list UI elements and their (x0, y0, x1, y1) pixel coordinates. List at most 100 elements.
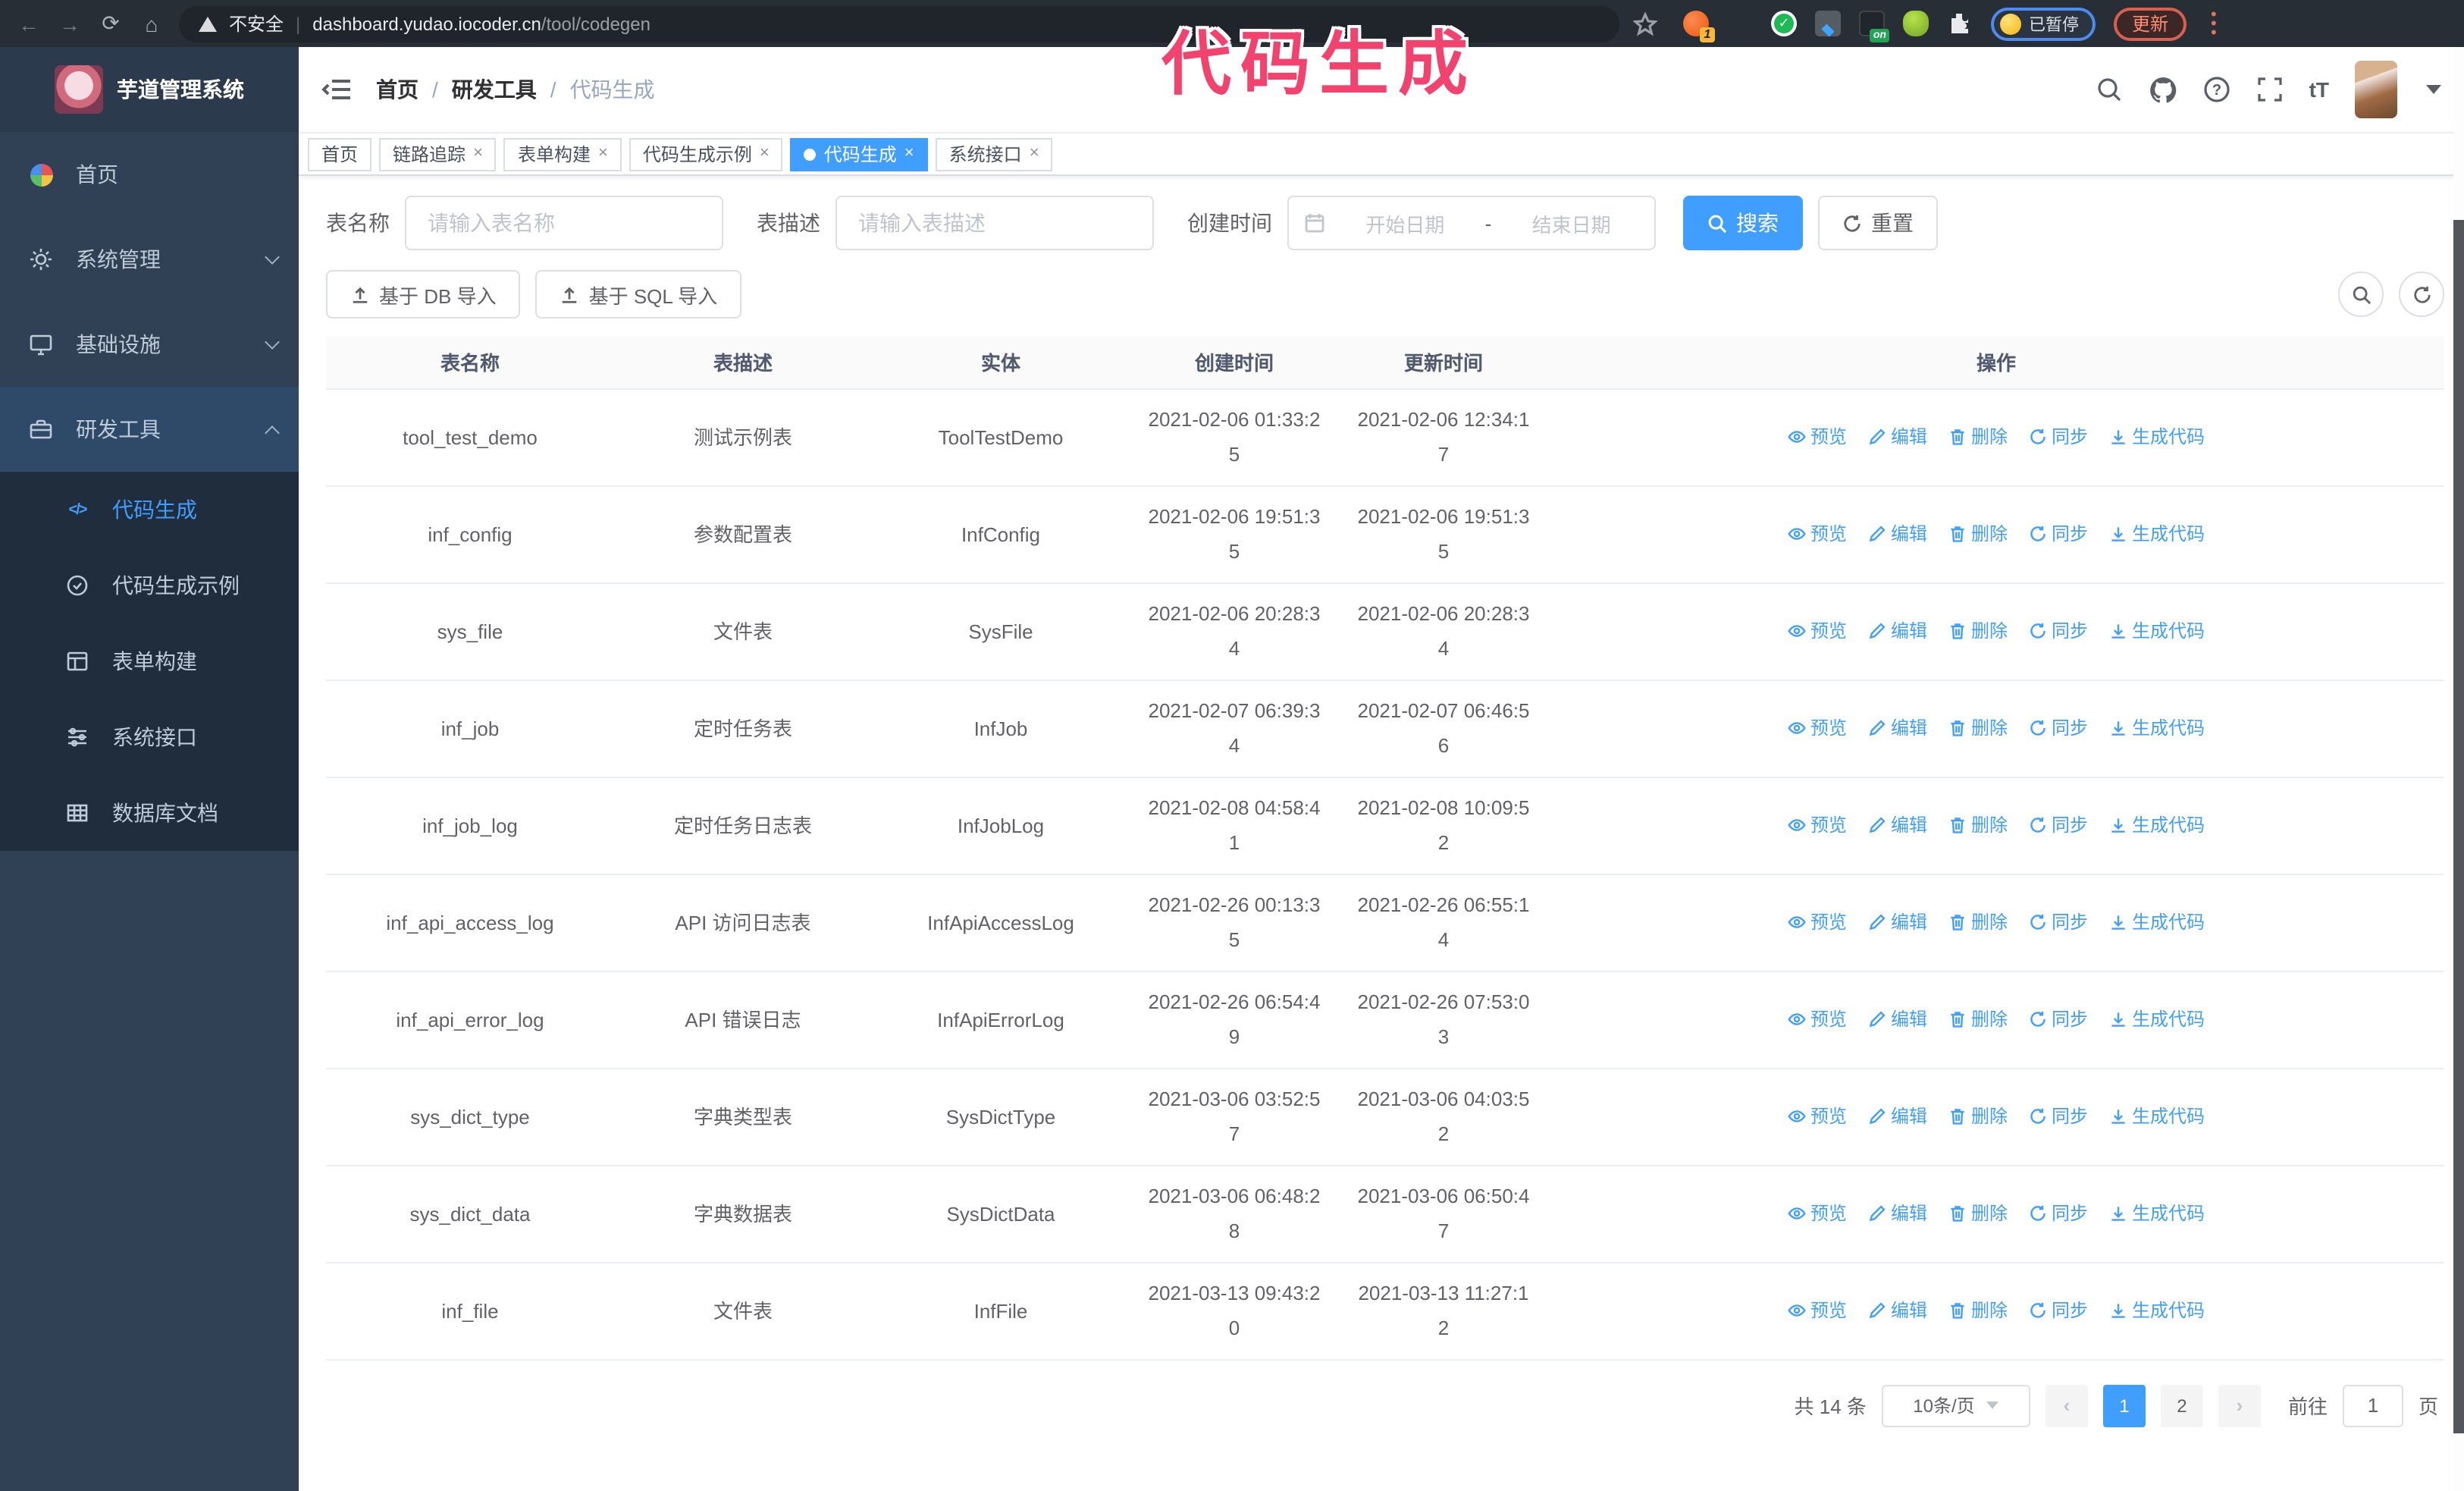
sync-link[interactable]: 同步 (2029, 808, 2088, 843)
preview-link[interactable]: 预览 (1788, 1293, 1847, 1328)
generate-code-link[interactable]: 生成代码 (2109, 1293, 2205, 1328)
preview-link[interactable]: 预览 (1788, 1196, 1847, 1231)
tab-form-builder[interactable]: 表单构建 × (503, 137, 622, 171)
delete-link[interactable]: 删除 (1948, 1099, 2008, 1134)
delete-link[interactable]: 删除 (1948, 808, 2008, 843)
forward-icon[interactable]: → (59, 11, 80, 36)
sidebar-item-code-generation[interactable]: </> 代码生成 (0, 472, 299, 548)
page-button-2[interactable]: 2 (2160, 1384, 2203, 1427)
delete-link[interactable]: 删除 (1948, 905, 2008, 940)
delete-link[interactable]: 删除 (1948, 1293, 2008, 1328)
sidebar-item-home[interactable]: 首页 (0, 132, 299, 217)
avatar[interactable] (2355, 61, 2397, 118)
sidebar-item-code-generation-example[interactable]: 代码生成示例 (0, 548, 299, 623)
sync-link[interactable]: 同步 (2029, 711, 2088, 746)
profile-paused-chip[interactable]: 已暂停 (1991, 7, 2096, 40)
generate-code-link[interactable]: 生成代码 (2109, 419, 2205, 454)
generate-code-link[interactable]: 生成代码 (2109, 905, 2205, 940)
edit-link[interactable]: 编辑 (1868, 711, 1927, 746)
edit-link[interactable]: 编辑 (1868, 516, 1927, 551)
search-icon[interactable] (2096, 76, 2123, 103)
extension-dark-icon[interactable]: on (1859, 11, 1889, 42)
edit-link[interactable]: 编辑 (1868, 905, 1927, 940)
sidebar-item-database-doc[interactable]: 数据库文档 (0, 775, 299, 851)
close-icon[interactable]: × (473, 144, 483, 162)
sync-link[interactable]: 同步 (2029, 1002, 2088, 1037)
tab-codegen[interactable]: 代码生成 × (790, 137, 928, 171)
tab-codegen-example[interactable]: 代码生成示例 × (629, 137, 783, 171)
refresh-table-button[interactable] (2399, 272, 2444, 317)
sidebar-item-system-management[interactable]: 系统管理 (0, 217, 299, 302)
page-button-1[interactable]: 1 (2102, 1384, 2146, 1427)
prev-page-button[interactable]: ‹ (2045, 1384, 2088, 1427)
edit-link[interactable]: 编辑 (1868, 1099, 1927, 1134)
end-date-placeholder[interactable]: 结束日期 (1531, 213, 1611, 236)
fullscreen-icon[interactable] (2256, 76, 2284, 103)
app-logo[interactable]: 芋道管理系统 (0, 47, 299, 132)
preview-link[interactable]: 预览 (1788, 808, 1847, 843)
delete-link[interactable]: 删除 (1948, 1002, 2008, 1037)
sidebar-item-infrastructure[interactable]: 基础设施 (0, 302, 299, 387)
sync-link[interactable]: 同步 (2029, 614, 2088, 648)
breadcrumb-dev-tools[interactable]: 研发工具 (451, 77, 537, 102)
breadcrumb-home[interactable]: 首页 (376, 77, 419, 102)
sync-link[interactable]: 同步 (2029, 516, 2088, 551)
tab-home[interactable]: 首页 (308, 137, 372, 171)
close-icon[interactable]: × (759, 144, 770, 162)
delete-link[interactable]: 删除 (1948, 516, 2008, 551)
preview-link[interactable]: 预览 (1788, 711, 1847, 746)
edit-link[interactable]: 编辑 (1868, 1002, 1927, 1037)
preview-link[interactable]: 预览 (1788, 905, 1847, 940)
table-desc-input[interactable] (835, 196, 1154, 250)
extension-android-icon[interactable] (1903, 11, 1929, 36)
extensions-puzzle-icon[interactable] (1947, 11, 1973, 36)
url-text[interactable]: dashboard.yudao.iocoder.cn/tool/codegen (312, 13, 650, 34)
back-icon[interactable]: ← (18, 11, 39, 36)
edit-link[interactable]: 编辑 (1868, 808, 1927, 843)
preview-link[interactable]: 预览 (1788, 419, 1847, 454)
sidebar-item-form-builder[interactable]: 表单构建 (0, 623, 299, 699)
delete-link[interactable]: 删除 (1948, 1196, 2008, 1231)
preview-link[interactable]: 预览 (1788, 1099, 1847, 1134)
generate-code-link[interactable]: 生成代码 (2109, 1099, 2205, 1134)
generate-code-link[interactable]: 生成代码 (2109, 711, 2205, 746)
preview-link[interactable]: 预览 (1788, 1002, 1847, 1037)
generate-code-link[interactable]: 生成代码 (2109, 1002, 2205, 1037)
sync-link[interactable]: 同步 (2029, 419, 2088, 454)
close-icon[interactable]: × (904, 144, 914, 162)
table-name-input[interactable] (405, 196, 723, 250)
extension-grid-icon[interactable] (1815, 11, 1841, 37)
generate-code-link[interactable]: 生成代码 (2109, 808, 2205, 843)
sync-link[interactable]: 同步 (2029, 1099, 2088, 1134)
extension-icon[interactable]: 1 (1683, 11, 1715, 42)
edit-link[interactable]: 编辑 (1868, 419, 1927, 454)
sidebar-item-dev-tools[interactable]: 研发工具 (0, 387, 299, 472)
user-menu-caret-icon[interactable] (2426, 85, 2441, 94)
page-size-select[interactable]: 10条/页 (1881, 1384, 2030, 1427)
scrollbar-thumb[interactable] (2453, 220, 2464, 1433)
github-icon[interactable] (2149, 76, 2177, 103)
sync-link[interactable]: 同步 (2029, 1196, 2088, 1231)
preview-link[interactable]: 预览 (1788, 516, 1847, 551)
sidebar-collapse-icon[interactable] (321, 77, 352, 102)
start-date-placeholder[interactable]: 开始日期 (1365, 213, 1445, 236)
close-icon[interactable]: × (1029, 144, 1039, 162)
tab-trace[interactable]: 链路追踪 × (379, 137, 497, 171)
edit-link[interactable]: 编辑 (1868, 614, 1927, 648)
close-icon[interactable]: × (597, 144, 608, 162)
delete-link[interactable]: 删除 (1948, 419, 2008, 454)
generate-code-link[interactable]: 生成代码 (2109, 516, 2205, 551)
generate-code-link[interactable]: 生成代码 (2109, 1196, 2205, 1231)
reload-icon[interactable]: ⟳ (102, 11, 120, 35)
font-size-icon[interactable]: tT (2309, 77, 2329, 102)
search-button[interactable]: 搜索 (1683, 196, 1803, 250)
import-sql-button[interactable]: 基于 SQL 导入 (535, 270, 742, 319)
import-db-button[interactable]: 基于 DB 导入 (326, 270, 521, 319)
security-label[interactable]: 不安全 (229, 14, 284, 35)
extension-check-icon[interactable]: ✓ (1771, 11, 1797, 36)
toggle-search-button[interactable] (2338, 272, 2384, 317)
edit-link[interactable]: 编辑 (1868, 1196, 1927, 1231)
goto-page-input[interactable] (2342, 1384, 2403, 1427)
extension-gem-icon[interactable] (1727, 11, 1753, 36)
browser-update-button[interactable]: 更新 (2114, 7, 2187, 40)
